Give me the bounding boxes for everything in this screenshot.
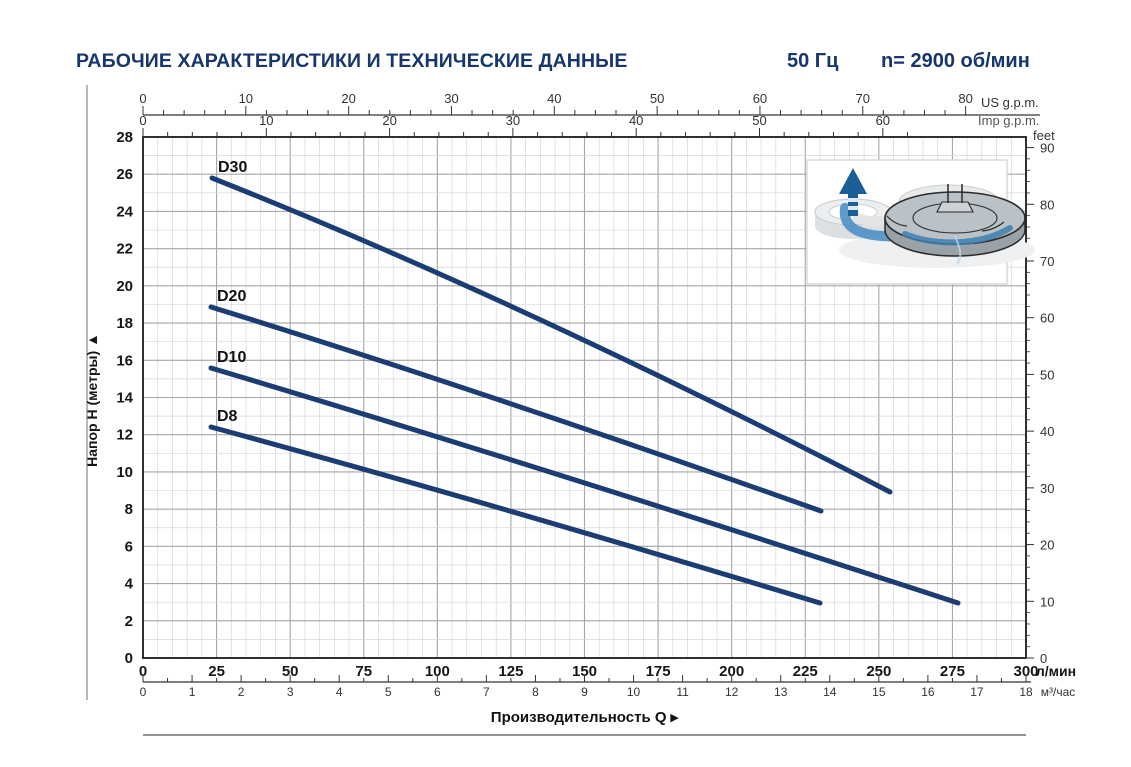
svg-text:Производительность Q ▸: Производительность Q ▸ [491, 709, 680, 726]
svg-text:70: 70 [1040, 254, 1054, 269]
svg-text:175: 175 [646, 663, 671, 680]
svg-text:20: 20 [382, 113, 396, 128]
svg-text:0: 0 [139, 113, 146, 128]
svg-text:14: 14 [823, 685, 837, 699]
svg-text:20: 20 [341, 91, 355, 106]
svg-text:40: 40 [1040, 424, 1054, 439]
svg-text:50: 50 [1040, 367, 1054, 382]
svg-text:10: 10 [239, 91, 253, 106]
svg-text:275: 275 [940, 663, 965, 680]
svg-text:US g.p.m.: US g.p.m. [981, 95, 1039, 110]
svg-text:Imp g.p.m.: Imp g.p.m. [978, 113, 1039, 128]
svg-text:4: 4 [125, 576, 134, 593]
svg-text:2: 2 [238, 685, 245, 699]
svg-text:16: 16 [921, 685, 935, 699]
svg-text:60: 60 [1040, 311, 1054, 326]
svg-text:80: 80 [958, 91, 972, 106]
svg-text:8: 8 [125, 501, 133, 518]
svg-text:40: 40 [547, 91, 561, 106]
svg-text:18: 18 [116, 315, 133, 332]
svg-text:0: 0 [1040, 651, 1047, 666]
svg-text:20: 20 [1040, 538, 1054, 553]
svg-text:12: 12 [725, 685, 739, 699]
svg-text:0: 0 [125, 650, 133, 667]
svg-text:м³/час: м³/час [1041, 685, 1076, 699]
svg-text:10: 10 [627, 685, 641, 699]
svg-text:0: 0 [140, 685, 147, 699]
svg-text:13: 13 [774, 685, 788, 699]
svg-text:2: 2 [125, 613, 133, 630]
svg-text:60: 60 [876, 113, 890, 128]
svg-text:26: 26 [116, 166, 133, 183]
svg-text:9: 9 [581, 685, 588, 699]
svg-text:16: 16 [116, 352, 133, 369]
svg-text:24: 24 [116, 203, 133, 220]
svg-text:75: 75 [355, 663, 372, 680]
svg-text:6: 6 [125, 538, 133, 555]
svg-text:30: 30 [444, 91, 458, 106]
svg-text:5: 5 [385, 685, 392, 699]
svg-text:D30: D30 [218, 159, 247, 176]
svg-text:20: 20 [116, 278, 133, 295]
svg-text:80: 80 [1040, 197, 1054, 212]
svg-text:feet: feet [1033, 128, 1055, 143]
svg-text:3: 3 [287, 685, 294, 699]
svg-text:6: 6 [434, 685, 441, 699]
svg-text:1: 1 [189, 685, 196, 699]
svg-text:225: 225 [793, 663, 818, 680]
svg-text:D20: D20 [217, 288, 246, 305]
svg-text:70: 70 [856, 91, 870, 106]
svg-text:14: 14 [116, 390, 133, 407]
svg-text:10: 10 [259, 113, 273, 128]
svg-text:7: 7 [483, 685, 490, 699]
svg-text:15: 15 [872, 685, 886, 699]
svg-text:30: 30 [1040, 481, 1054, 496]
svg-text:Напор Н (метры) ▲: Напор Н (метры) ▲ [84, 333, 100, 467]
svg-text:25: 25 [208, 663, 225, 680]
svg-text:50: 50 [752, 113, 766, 128]
svg-text:50: 50 [650, 91, 664, 106]
svg-text:28: 28 [116, 129, 133, 146]
svg-text:17: 17 [970, 685, 984, 699]
svg-text:125: 125 [498, 663, 523, 680]
svg-text:40: 40 [629, 113, 643, 128]
svg-text:10: 10 [1040, 594, 1054, 609]
svg-text:30: 30 [506, 113, 520, 128]
svg-text:22: 22 [116, 241, 133, 258]
svg-text:12: 12 [116, 427, 133, 444]
svg-text:D10: D10 [217, 349, 246, 366]
svg-text:11: 11 [676, 685, 689, 699]
svg-text:D8: D8 [217, 408, 238, 425]
svg-text:18: 18 [1019, 685, 1033, 699]
svg-text:0: 0 [139, 91, 146, 106]
svg-text:8: 8 [532, 685, 539, 699]
svg-text:10: 10 [116, 464, 133, 481]
svg-text:4: 4 [336, 685, 343, 699]
svg-text:60: 60 [753, 91, 767, 106]
